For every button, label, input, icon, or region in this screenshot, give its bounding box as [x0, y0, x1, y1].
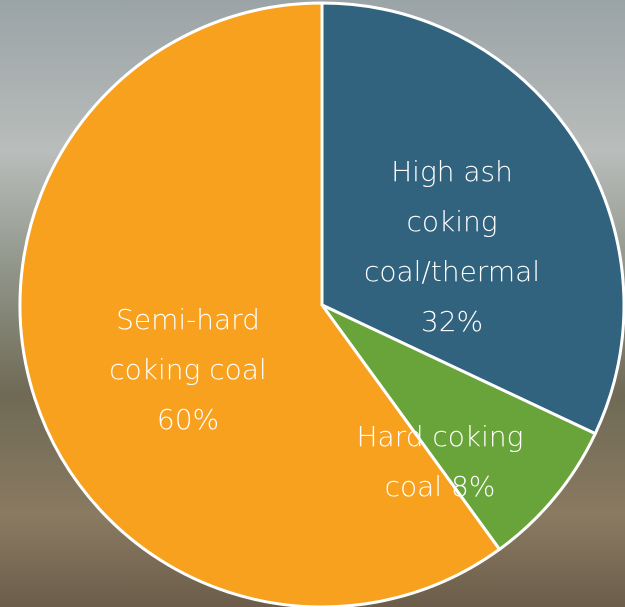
category-label: Semi-hard coking coal	[109, 303, 267, 386]
slice-label: Hard coking coal 8%	[335, 412, 545, 512]
category-label: Hard coking coal	[356, 420, 524, 503]
pie-slice	[320, 1, 625, 436]
pie-slice	[320, 303, 598, 552]
slice-label: High ash coking coal/thermal 32%	[357, 147, 547, 347]
pie-slice	[18, 1, 502, 607]
category-label: High ash coking coal/thermal	[363, 155, 541, 288]
slice-label: Semi-hard coking coal 60%	[88, 295, 288, 445]
value-label: 32%	[420, 305, 484, 338]
value-label: 8%	[450, 470, 496, 503]
value-label: 60%	[156, 403, 220, 436]
